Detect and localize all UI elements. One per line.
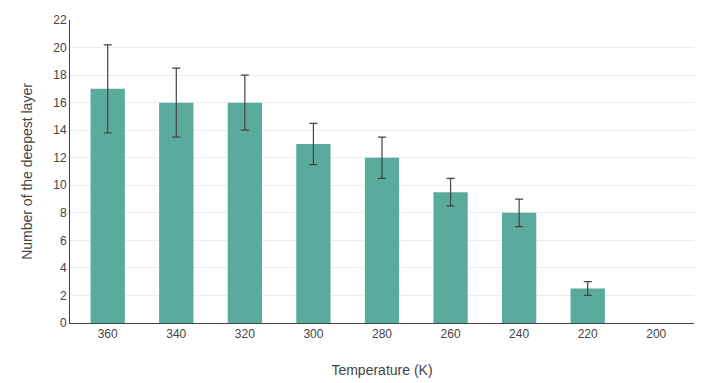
svg-text:22: 22 (53, 13, 67, 27)
svg-text:300: 300 (303, 327, 323, 341)
svg-text:Number of the deepest layer: Number of the deepest layer (19, 83, 35, 260)
svg-text:200: 200 (646, 327, 666, 341)
svg-text:320: 320 (235, 327, 255, 341)
svg-text:Temperature (K): Temperature (K) (331, 362, 432, 378)
svg-text:6: 6 (60, 234, 67, 248)
svg-text:240: 240 (509, 327, 529, 341)
svg-text:280: 280 (372, 327, 392, 341)
svg-text:14: 14 (53, 123, 67, 137)
svg-text:4: 4 (60, 261, 67, 275)
svg-text:0: 0 (60, 316, 67, 330)
svg-text:12: 12 (53, 151, 67, 165)
svg-text:220: 220 (578, 327, 598, 341)
svg-text:2: 2 (60, 289, 67, 303)
svg-text:340: 340 (166, 327, 186, 341)
svg-text:16: 16 (53, 96, 67, 110)
svg-text:360: 360 (98, 327, 118, 341)
svg-text:18: 18 (53, 68, 67, 82)
svg-text:260: 260 (441, 327, 461, 341)
svg-text:8: 8 (60, 206, 67, 220)
svg-text:20: 20 (53, 41, 67, 55)
svg-text:10: 10 (53, 178, 67, 192)
